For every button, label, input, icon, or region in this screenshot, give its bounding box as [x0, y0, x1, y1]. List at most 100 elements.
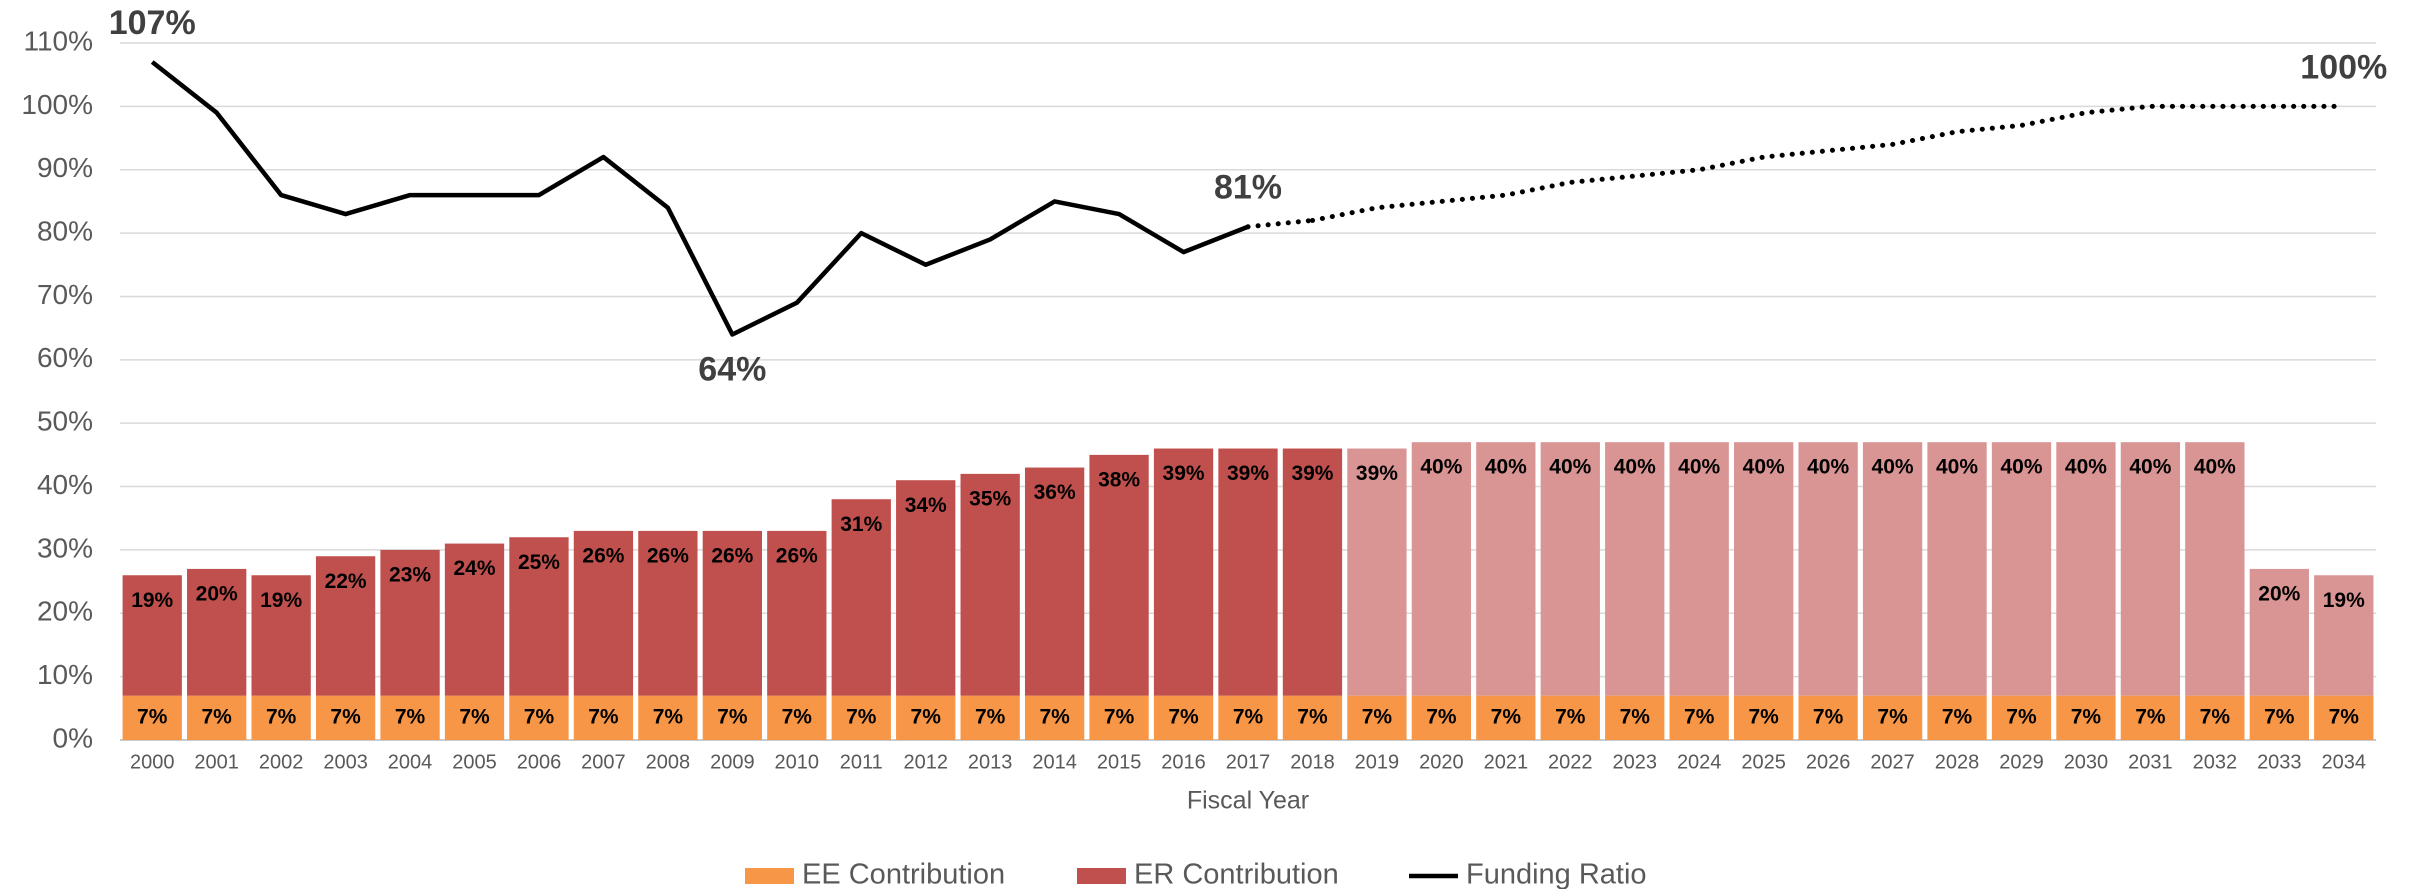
bar-value-label: 7% — [1233, 705, 1264, 728]
bar — [1734, 442, 1794, 696]
x-tick-label: 2002 — [259, 751, 304, 773]
bar — [1669, 442, 1729, 696]
bar-value-label: 7% — [2264, 705, 2295, 728]
line-connector — [1245, 217, 1315, 230]
bar — [1153, 448, 1214, 696]
bar-value-label: 7% — [1362, 705, 1393, 728]
bar — [1540, 442, 1600, 696]
bar — [2056, 442, 2116, 696]
bar — [1862, 442, 1923, 696]
legend-swatch — [1077, 868, 1126, 884]
y-tick-label: 10% — [37, 659, 93, 690]
line-value-label: 100% — [2300, 48, 2387, 86]
x-tick-label: 2023 — [1612, 751, 1657, 773]
bar — [896, 480, 956, 696]
x-axis-title: Fiscal Year — [1187, 787, 1309, 815]
line-value-label: 81% — [1214, 169, 1282, 207]
bar — [1089, 695, 1149, 740]
x-tick-label: 2020 — [1419, 751, 1464, 773]
bar — [1282, 448, 1343, 696]
bar — [767, 530, 827, 696]
bar-value-label: 26% — [711, 544, 753, 567]
bar-value-label: 40% — [1485, 456, 1527, 479]
bar — [960, 473, 1020, 696]
x-tick-label: 2021 — [1484, 751, 1529, 773]
x-tick-label: 2016 — [1161, 751, 1206, 773]
x-tick-label: 2033 — [2257, 751, 2302, 773]
bar — [380, 695, 440, 740]
bar-value-label: 7% — [1491, 705, 1522, 728]
y-tick-label: 50% — [37, 406, 93, 437]
bar — [444, 695, 505, 740]
bar-value-label: 23% — [389, 563, 431, 586]
legend-label: Funding Ratio — [1466, 859, 1647, 889]
y-tick-label: 70% — [37, 279, 93, 310]
bar — [1024, 467, 1085, 696]
bar-value-label: 7% — [2006, 705, 2037, 728]
bar — [702, 530, 762, 696]
legend-swatch — [745, 868, 794, 884]
bar — [896, 695, 956, 740]
bar-value-label: 7% — [588, 705, 619, 728]
bar — [2185, 442, 2245, 696]
bar-value-label: 7% — [1620, 705, 1651, 728]
bar-value-label: 7% — [395, 705, 426, 728]
bar — [2314, 575, 2374, 696]
x-tick-label: 2019 — [1355, 751, 1400, 773]
y-tick-label: 40% — [37, 469, 93, 500]
bar-value-label: 22% — [325, 570, 367, 593]
bar — [1218, 448, 1278, 696]
bar — [573, 530, 634, 696]
x-tick-label: 2000 — [130, 751, 175, 773]
bar — [831, 499, 891, 696]
x-tick-label: 2005 — [452, 751, 497, 773]
bar-value-label: 7% — [846, 705, 877, 728]
x-tick-label: 2028 — [1935, 751, 1980, 773]
x-tick-label: 2024 — [1677, 751, 1722, 773]
bar-value-label: 7% — [137, 705, 168, 728]
y-tick-label: 90% — [37, 152, 93, 183]
bar — [1991, 442, 2052, 696]
funding-line — [1309, 103, 2347, 223]
bar-value-label: 40% — [1678, 456, 1720, 479]
bar-value-label: 39% — [1163, 462, 1205, 485]
bar-value-label: 19% — [2323, 589, 2365, 612]
y-tick-label: 60% — [37, 342, 93, 373]
bar — [380, 549, 440, 696]
bar-value-label: 26% — [582, 544, 624, 567]
bar — [1476, 442, 1536, 696]
bar-value-label: 7% — [1813, 705, 1844, 728]
bar — [1734, 695, 1794, 740]
bar-value-label: 7% — [1297, 705, 1328, 728]
bar-value-label: 39% — [1356, 462, 1398, 485]
bar — [2314, 695, 2374, 740]
bar-value-label: 26% — [647, 544, 689, 567]
bar — [187, 695, 247, 740]
x-tick-label: 2008 — [646, 751, 691, 773]
x-tick-label: 2012 — [903, 751, 948, 773]
bar-value-label: 40% — [1872, 456, 1914, 479]
bar — [509, 537, 569, 696]
bar — [1218, 695, 1278, 740]
x-tick-label: 2004 — [388, 751, 433, 773]
line-value-label: 107% — [109, 4, 196, 42]
bar — [1347, 695, 1407, 740]
bar-value-label: 34% — [905, 494, 947, 517]
bar-value-label: 20% — [2258, 582, 2300, 605]
bar-value-label: 7% — [975, 705, 1006, 728]
bar — [122, 575, 182, 696]
bar — [1605, 695, 1665, 740]
bar — [1540, 695, 1600, 740]
bar-value-label: 7% — [1684, 705, 1715, 728]
bar — [1605, 442, 1665, 696]
bar-value-label: 40% — [1743, 456, 1785, 479]
bar — [251, 695, 311, 740]
bar-value-label: 7% — [524, 705, 555, 728]
bar-value-label: 7% — [459, 705, 490, 728]
bar — [1476, 695, 1536, 740]
bar-value-label: 40% — [1936, 456, 1978, 479]
x-tick-label: 2032 — [2193, 751, 2238, 773]
bar — [1089, 454, 1149, 696]
x-tick-label: 2017 — [1226, 751, 1271, 773]
x-tick-label: 2007 — [581, 751, 626, 773]
